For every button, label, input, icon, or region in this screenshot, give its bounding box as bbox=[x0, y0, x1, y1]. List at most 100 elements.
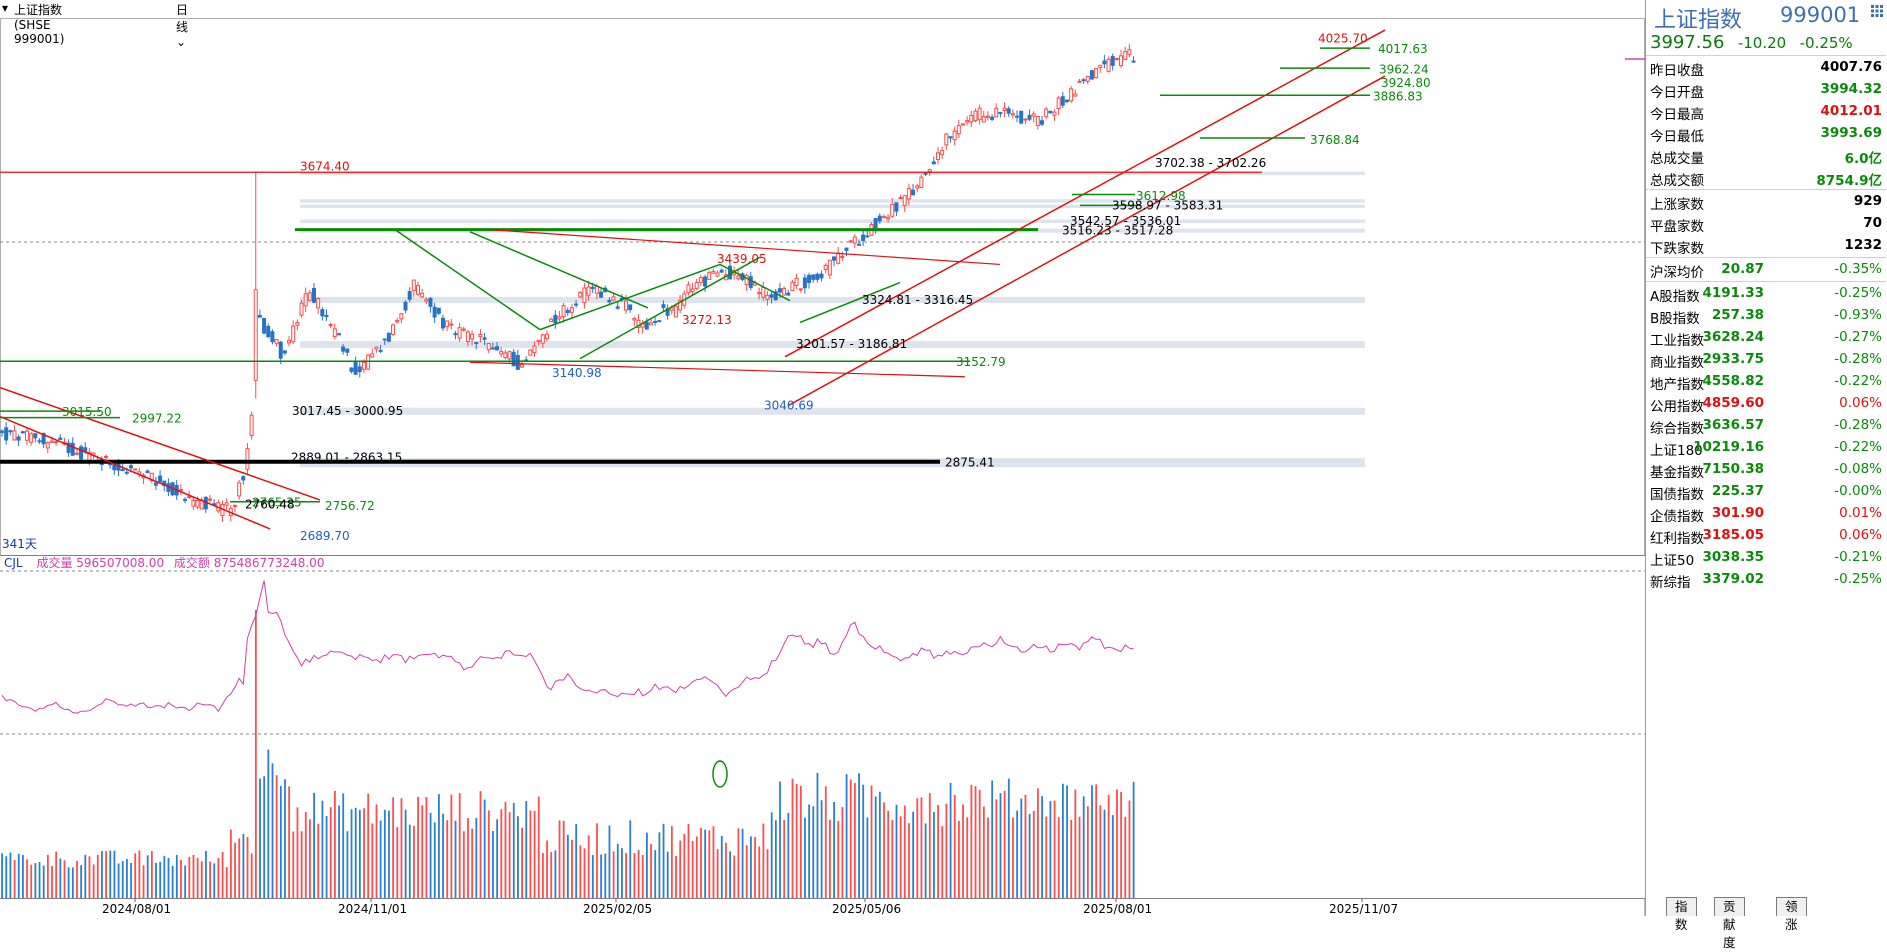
period-selector[interactable]: 日线⌄ bbox=[176, 1, 188, 49]
volume-bar-down bbox=[774, 820, 777, 898]
candle-up bbox=[461, 328, 466, 331]
candle-down bbox=[70, 442, 75, 456]
candle-up bbox=[881, 216, 886, 219]
candle-down bbox=[661, 304, 666, 309]
candle-up bbox=[1069, 88, 1074, 102]
candle-down bbox=[657, 320, 662, 323]
volume-bar-down bbox=[433, 822, 436, 898]
volume-bar-up bbox=[367, 793, 370, 898]
zone-band bbox=[300, 219, 1365, 223]
volume-bar-up bbox=[550, 852, 553, 898]
index-row-pct: -0.00% bbox=[1834, 483, 1882, 499]
index-row-label: 综合指数 bbox=[1650, 421, 1704, 437]
volume-bar-up bbox=[679, 840, 682, 898]
volume-bar-down bbox=[101, 851, 103, 898]
volume-bar-down bbox=[71, 867, 74, 898]
volume-bar-up bbox=[317, 823, 320, 898]
volume-bar-up bbox=[396, 827, 399, 898]
candle-up bbox=[902, 195, 907, 207]
candle-down bbox=[320, 309, 325, 317]
volume-bar-up bbox=[26, 859, 28, 898]
volume-bar-up bbox=[462, 831, 465, 898]
price-annotation: 2765.25 bbox=[252, 495, 302, 509]
dropdown-arrow-icon[interactable]: ▾ bbox=[2, 1, 9, 15]
candle-down bbox=[145, 470, 150, 474]
kline-chart[interactable]: 3674.40 4025.70 4017.63 3962.243924.803886.… bbox=[0, 0, 1645, 916]
candle-down bbox=[79, 446, 84, 460]
volume-bar-up bbox=[542, 853, 544, 898]
volume-bar-up bbox=[683, 833, 686, 898]
volume-bar-down bbox=[213, 863, 216, 898]
volume-bar-up bbox=[421, 805, 424, 898]
candle-down bbox=[490, 347, 495, 350]
candle-up bbox=[303, 293, 308, 307]
index-row-pct: -0.25% bbox=[1834, 285, 1882, 301]
trend-line bbox=[719, 263, 791, 302]
candle-up bbox=[977, 107, 982, 121]
volume-bar-up bbox=[254, 610, 257, 898]
tab-contribution[interactable]: 贡献度 bbox=[1714, 897, 1745, 950]
grid-menu-icon[interactable] bbox=[1870, 4, 1884, 18]
chevron-down-icon: ⌄ bbox=[176, 35, 187, 49]
period-label: 日线 bbox=[176, 3, 189, 34]
candle-up bbox=[395, 319, 400, 323]
index-row-label: 新综指 bbox=[1650, 575, 1691, 591]
stat-label: 总成交额 bbox=[1650, 173, 1704, 189]
trend-line bbox=[539, 263, 721, 331]
candle-up bbox=[1010, 113, 1015, 116]
volume-bar-up bbox=[292, 831, 295, 898]
volume-bar-up bbox=[579, 845, 582, 898]
candle-down bbox=[482, 337, 487, 340]
volume-bar-down bbox=[591, 855, 594, 898]
candle-up bbox=[973, 110, 978, 122]
candle-down bbox=[1006, 108, 1011, 114]
volume-bar-down bbox=[804, 817, 806, 898]
candle-up bbox=[586, 286, 591, 296]
stat-label: 今日开盘 bbox=[1650, 85, 1704, 101]
candle-up bbox=[133, 468, 138, 471]
volume-bar-up bbox=[196, 857, 199, 898]
volume-bar-up bbox=[962, 804, 964, 898]
volume-bar-down bbox=[1091, 785, 1093, 898]
tab-index[interactable]: 指数 bbox=[1666, 897, 1697, 932]
index-row-value: 3185.05 bbox=[1702, 527, 1765, 543]
zone-band bbox=[300, 199, 1365, 203]
price-annotation: 3324.81 - 3316.45 bbox=[862, 293, 973, 307]
index-row-pct: -0.27% bbox=[1834, 329, 1882, 345]
candle-up bbox=[1085, 76, 1090, 82]
last-price: 3997.56 bbox=[1650, 32, 1725, 53]
candle-up bbox=[291, 325, 296, 343]
price-annotation: 3542.57 - 3536.01 bbox=[1070, 214, 1181, 228]
index-selector[interactable]: 上证指数(SHSE 999001) bbox=[14, 3, 65, 46]
panel-divider bbox=[1646, 281, 1886, 282]
zone-band bbox=[300, 171, 1365, 176]
candle-up bbox=[557, 316, 562, 320]
candle-up bbox=[1023, 118, 1028, 121]
candle-up bbox=[1052, 111, 1057, 116]
candle-up bbox=[761, 286, 766, 298]
candle-up bbox=[711, 270, 716, 274]
candle-down bbox=[282, 350, 287, 354]
indicator-name[interactable]: CJL bbox=[4, 556, 23, 570]
candle-down bbox=[120, 469, 125, 472]
candle-up bbox=[594, 285, 599, 294]
price-annotation: 3439.05 bbox=[717, 252, 767, 266]
volume-bar-up bbox=[1095, 784, 1098, 898]
breadth-row: 平盘家数 70 bbox=[1646, 212, 1886, 235]
price-annotation: 3040.69 bbox=[764, 399, 814, 413]
chart-area[interactable]: 3674.40 4025.70 4017.63 3962.24 3924.80 3886.… bbox=[0, 0, 1645, 916]
candle-up bbox=[478, 334, 483, 338]
volume-bar-up bbox=[142, 865, 145, 898]
volume-bar-up bbox=[250, 853, 253, 898]
x-tick-label: 2024/11/01 bbox=[338, 902, 407, 916]
index-row-value: 2933.75 bbox=[1702, 351, 1765, 367]
index-row-value: 3379.02 bbox=[1702, 571, 1765, 587]
index-row: 国债指数 225.37 -0.00% bbox=[1646, 480, 1886, 503]
volume-bar-down bbox=[5, 856, 8, 898]
volume-bar-up bbox=[537, 796, 540, 898]
index-row-value: 10219.16 bbox=[1693, 439, 1764, 455]
volume-bar-up bbox=[192, 854, 195, 898]
index-row: 新综指 3379.02 -0.25% bbox=[1646, 568, 1886, 591]
candle-up bbox=[840, 256, 845, 259]
tab-leaders[interactable]: 领涨 bbox=[1776, 897, 1807, 932]
